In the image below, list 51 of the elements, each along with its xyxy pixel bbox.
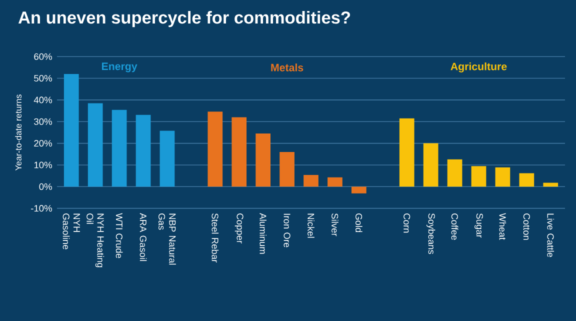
y-axis-title: Year-to-date returns [15,94,22,171]
text: Agriculture [450,62,507,72]
bar [256,134,271,187]
x-tick-label: Silver [332,213,338,236]
x-tick-label: Aluminum [260,213,266,254]
x-tick-label: Cotton [523,214,530,240]
bar [543,182,558,187]
y-tick-label: 30% [34,118,52,125]
x-tick-label: Coffee [451,214,458,240]
bar [232,117,247,187]
x-tick-label: NBP Natural Gas [158,213,176,265]
bar [208,112,223,187]
x-tick-label: Iron Ore [284,214,290,248]
x-tick-label: NYH Heating Oil [86,213,104,268]
bar [352,186,366,194]
y-tick-label: 40% [34,96,52,104]
y-tick-label: 60% [34,53,52,60]
x-tick-label: Sugar [474,213,483,238]
y-tick-label: 20% [34,140,52,147]
bar [88,103,103,187]
x-tick-label: Live Cattle [547,214,554,258]
bar [160,130,175,187]
bar [304,174,318,187]
x-tick-label: Soybeans [426,213,436,254]
bar [64,74,79,187]
bar [495,167,510,187]
chart-title: An uneven supercycle for commodities? [18,11,350,28]
x-tick-label: ARA Gasoil [140,213,147,261]
y-tick-label: -10% [31,205,52,212]
text: Metals [271,64,304,72]
bar [471,166,486,187]
bar [423,143,438,187]
x-tick-label: Nickel [308,214,314,238]
bar [328,177,342,187]
bar [136,114,151,187]
bar [399,118,414,187]
y-tick-label: 10% [34,162,52,168]
x-tick-label: Corn [404,214,410,233]
x-tick-label: Gold [356,213,362,232]
x-tick-label: NYH Gasoline [62,213,80,250]
x-tick-label: Copper [234,214,244,244]
bar [280,152,294,187]
y-tick-label: 0% [39,183,52,190]
text: Energy [102,62,138,72]
y-tick-label: 50% [34,75,52,82]
x-tick-label: Steel Rebar [212,213,219,262]
bar [112,110,127,187]
bar [447,159,462,187]
x-tick-label: Wheat [499,213,506,240]
x-tick-label: WTI Crude [116,213,123,258]
bar [519,173,534,187]
